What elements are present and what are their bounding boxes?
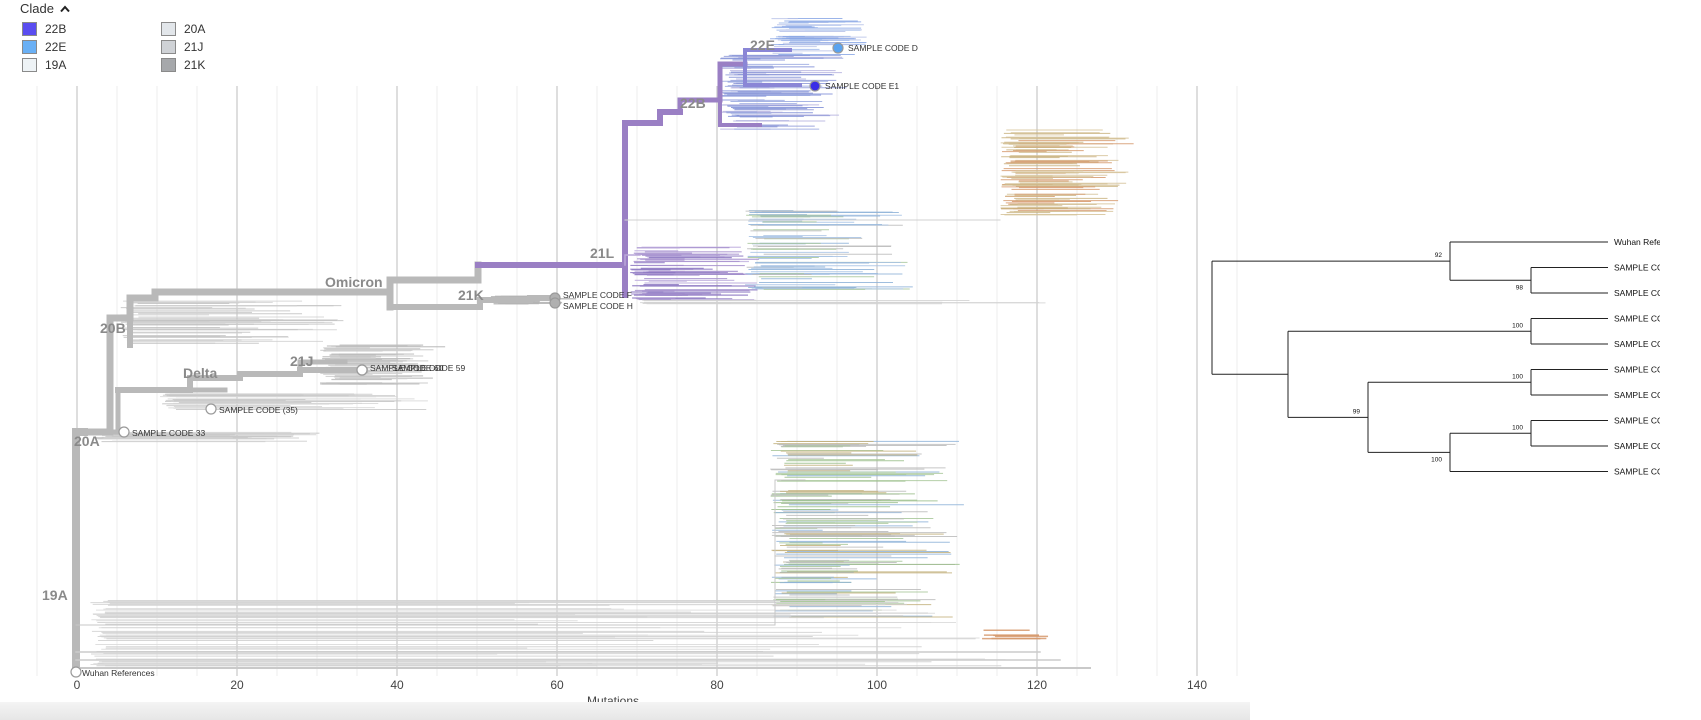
- tip-clusters: [90, 17, 1134, 667]
- bootstrap-value: 98: [1516, 284, 1524, 291]
- tip-marker[interactable]: [70, 666, 82, 678]
- legend-item-21j[interactable]: 21J: [161, 40, 203, 54]
- cladogram-tip-labels: Wuhan References SAMPLE CODE (35) SAMPLE C…: [1614, 237, 1660, 477]
- x-tick-label: 40: [390, 678, 404, 692]
- branch-22e-lower: [743, 62, 802, 87]
- tip-label: SAMPLE CODE H: [563, 301, 633, 311]
- cladogram-tip-label: SAMPLE CODE F: [1614, 441, 1660, 451]
- branch-to-lower-cluster: [75, 479, 806, 626]
- tip-marker[interactable]: [205, 403, 217, 415]
- tip-label: SAMPLE CODE 59: [392, 363, 465, 373]
- cladogram-tip-label: SAMPLE CODE E1: [1614, 390, 1660, 400]
- clade-labels: 19A 20A 20B Delta 21J Omicron 21K 21L 22B 22E: [42, 37, 775, 603]
- bootstrap-value: 100: [1512, 424, 1523, 431]
- tip-marker[interactable]: [549, 297, 561, 309]
- tip-label: SAMPLE CODE E1: [825, 81, 899, 91]
- tip-marker[interactable]: [832, 42, 844, 54]
- legend-toggle[interactable]: Clade: [20, 1, 70, 16]
- legend-item-20a[interactable]: 20A: [161, 22, 205, 36]
- legend-label: 22E: [45, 40, 67, 54]
- cladogram-tip-label: SAMPLE CODE 60: [1614, 339, 1660, 349]
- cladogram-tip-label: SAMPLE CODE H: [1614, 467, 1660, 477]
- legend-item-22b[interactable]: 22B: [22, 22, 66, 36]
- legend-label: 21J: [184, 40, 204, 54]
- clade-label: 21J: [290, 353, 313, 369]
- clade-label: 22E: [750, 37, 775, 53]
- legend-label: 21K: [184, 58, 206, 72]
- branch-21l-mid: [624, 254, 641, 266]
- legend-swatch: [161, 22, 176, 36]
- x-tick-label: 20: [230, 678, 244, 692]
- bootstrap-value: 100: [1512, 322, 1523, 329]
- x-tick-label: 100: [867, 678, 887, 692]
- cladogram-tip-label: SAMPLE CODE D: [1614, 365, 1660, 375]
- legend-label: 22B: [45, 22, 67, 36]
- tip-label: SAMPLE CODE F: [563, 290, 632, 300]
- clade-label: 20B: [100, 320, 126, 336]
- cladogram-branches: [1211, 241, 1608, 472]
- bootstrap-value: 92: [1435, 252, 1443, 259]
- tip-marker[interactable]: [118, 426, 130, 438]
- chevron-up-icon: [60, 4, 70, 12]
- sample-tips: Wuhan References SAMPLE CODE 33 SAMPLE COD…: [70, 42, 918, 678]
- bootstrap-value: 99: [1353, 408, 1361, 415]
- legend-swatch: [161, 40, 176, 54]
- branch-21j: [297, 359, 348, 373]
- tree-backbone: [72, 48, 1091, 676]
- branch-22e: [743, 48, 792, 66]
- clade-label: 21K: [458, 287, 484, 303]
- clade-label: Delta: [183, 365, 217, 381]
- cladogram-tip-label: SAMPLE CODE 59: [1614, 314, 1660, 324]
- x-tick-label: 80: [710, 678, 724, 692]
- branch-root: [72, 428, 88, 676]
- cladogram-tip-label: SAMPLE CODE 33: [1614, 288, 1660, 298]
- bootstrap-value: 100: [1431, 456, 1442, 463]
- branch-omicron-base: [126, 288, 394, 302]
- tip-marker[interactable]: [809, 80, 821, 92]
- legend-swatch: [22, 58, 37, 72]
- legend-item-19a[interactable]: 19A: [22, 58, 66, 72]
- clade-label: Omicron: [325, 274, 383, 290]
- clade-legend: Clade 22B 22E 19A 20A 21J 21K: [18, 1, 278, 81]
- scroll-shadow: [0, 702, 1250, 720]
- legend-swatch: [161, 58, 176, 72]
- legend-swatch: [22, 40, 37, 54]
- legend-title: Clade: [20, 1, 54, 16]
- tip-label: Wuhan References: [82, 668, 155, 678]
- tip-label: SAMPLE CODE 33: [132, 428, 205, 438]
- tip-marker[interactable]: [356, 364, 368, 376]
- legend-label: 19A: [45, 58, 67, 72]
- branch-omicron-top: [386, 261, 482, 284]
- tip-label: SAMPLE CODE (35): [219, 405, 298, 415]
- cladogram[interactable]: 92 98 100 100 100 99 100 Wuhan References SAMPL…: [1200, 228, 1660, 488]
- tip-label: SAMPLE CODE D: [848, 43, 918, 53]
- branch-21l: [475, 109, 683, 268]
- cladogram-tip-label: SAMPLE CODE (35): [1614, 263, 1660, 273]
- branch-delta: [115, 367, 368, 393]
- tip-label: SAMPLE CODE 60: [370, 363, 443, 373]
- branch-21k: [387, 295, 558, 310]
- clade-label: 19A: [42, 587, 68, 603]
- legend-label: 20A: [184, 22, 206, 36]
- cladogram-tip-label: Wuhan References: [1614, 237, 1660, 247]
- bootstrap-value: 100: [1512, 373, 1523, 380]
- cladogram-tip-label: SAMPLE CODE E2: [1614, 416, 1660, 426]
- clade-label: 21L: [590, 245, 615, 261]
- branch-22b-low: [718, 98, 762, 127]
- clade-label: 20A: [74, 433, 100, 449]
- bootstrap-values: 92 98 100 100 100 99 100: [1353, 252, 1524, 463]
- main-phylogenetic-tree[interactable]: Wuhan References SAMPLE CODE 33 SAMPLE COD…: [0, 0, 1250, 720]
- clade-label: 22B: [680, 95, 706, 111]
- x-tick-label: 140: [1187, 678, 1207, 692]
- x-tick-label: 120: [1027, 678, 1047, 692]
- legend-item-22e[interactable]: 22E: [22, 40, 66, 54]
- x-tick-label: 60: [550, 678, 564, 692]
- x-tick-label: 0: [74, 678, 81, 692]
- legend-swatch: [22, 22, 37, 36]
- legend-item-21k[interactable]: 21K: [161, 58, 205, 72]
